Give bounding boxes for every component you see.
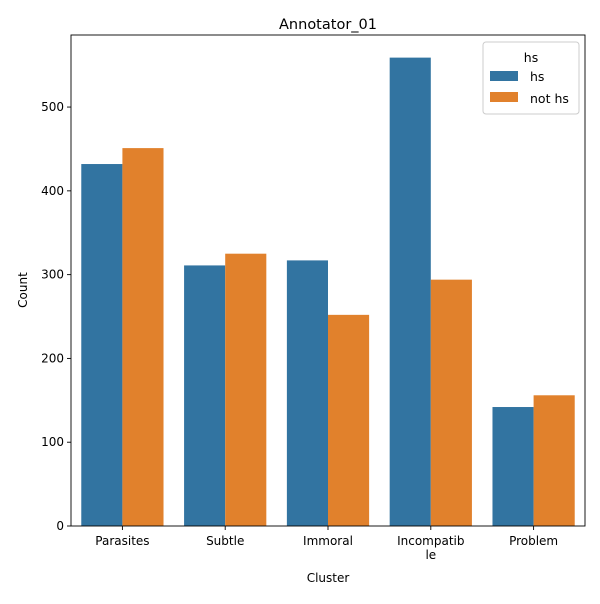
- y-tick-label: 400: [41, 184, 64, 198]
- legend-label-hs: hs: [530, 69, 544, 84]
- bar-hs-parasites: [81, 164, 123, 526]
- x-axis-label: Cluster: [307, 571, 350, 585]
- x-tick-label-problem: Problem: [509, 534, 558, 548]
- legend-title: hs: [524, 50, 538, 65]
- bar-not-hs-immoral: [328, 314, 370, 526]
- x-tick-label-immoral: Immoral: [303, 534, 353, 548]
- y-tick-label: 300: [41, 268, 64, 282]
- legend: hs hs not hs: [482, 41, 580, 115]
- bar-not-hs-incompatib-le: [430, 279, 472, 526]
- y-tick-label: 0: [56, 519, 64, 533]
- bar-not-hs-parasites: [122, 148, 164, 527]
- bar-hs-immoral: [286, 260, 328, 526]
- legend-swatch-not-hs: [490, 92, 518, 102]
- bar-hs-problem: [492, 407, 534, 526]
- labels-layer: Annotator_01 Cluster Count: [16, 17, 377, 585]
- bar-hs-incompatib-le: [389, 57, 431, 527]
- x-tick-label-parasites: Parasites: [95, 534, 149, 548]
- axes-layer: 0 100 200 300 400 500 Parasites Subtle Immoral In…: [41, 34, 586, 562]
- bar-hs-subtle: [184, 265, 226, 526]
- bar-not-hs-subtle: [225, 253, 267, 526]
- chart-title: Annotator_01: [279, 17, 377, 33]
- legend-label-not-hs: not hs: [530, 91, 569, 106]
- legend-swatch-hs: [490, 71, 518, 81]
- bar-not-hs-problem: [533, 395, 575, 526]
- x-tick-label-subtle: Subtle: [206, 534, 244, 548]
- y-tick-label: 100: [41, 435, 64, 449]
- y-tick-label: 500: [41, 100, 64, 114]
- y-axis-label: Count: [16, 272, 30, 308]
- x-tick-label-incompatib-le: Incompatib le: [397, 534, 464, 562]
- bars-layer: [81, 57, 575, 527]
- y-tick-label: 200: [41, 351, 64, 365]
